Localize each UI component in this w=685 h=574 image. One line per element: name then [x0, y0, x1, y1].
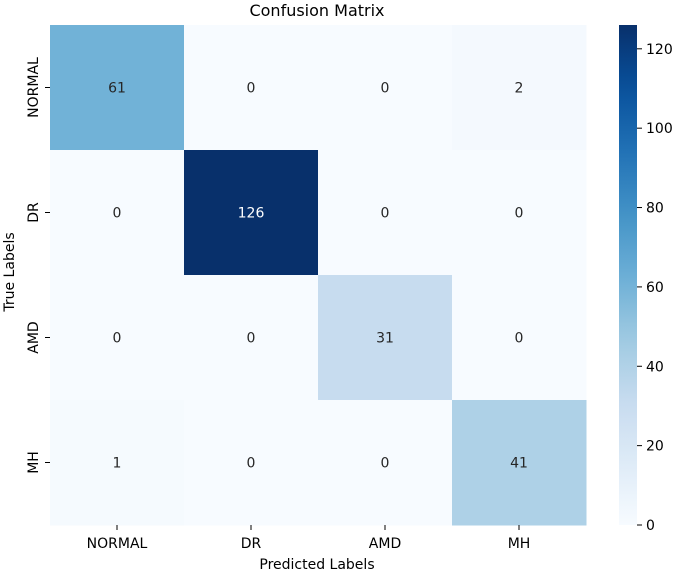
cell-value-label: 0 — [247, 81, 256, 97]
cell-value-label: 0 — [381, 81, 390, 97]
chart-title: Confusion Matrix — [249, 1, 384, 20]
y-tick-label: AMD — [26, 321, 42, 353]
colorbar-tick-label: 0 — [646, 518, 655, 534]
heatmap-cell — [318, 275, 453, 401]
colorbar-tick-label: 80 — [646, 201, 664, 217]
cell-value-label: 31 — [376, 331, 394, 347]
cell-value-label: 0 — [381, 206, 390, 222]
heatmap-cell — [184, 275, 319, 401]
x-tick-label: NORMAL — [87, 536, 148, 552]
x-tick-label: DR — [241, 536, 262, 552]
cell-value-label: 2 — [515, 81, 524, 97]
colorbar-tick-label: 120 — [646, 42, 673, 58]
colorbar-tick-label: 20 — [646, 439, 664, 455]
cell-value-label: 126 — [238, 206, 265, 222]
heatmap-cell — [318, 150, 453, 276]
y-tick-label: DR — [26, 202, 42, 223]
cell-value-label: 0 — [515, 331, 524, 347]
heatmap-cell — [318, 25, 453, 151]
y-axis-ticks: NORMAL DR AMD MH — [26, 57, 50, 474]
heatmap-cell — [452, 25, 587, 151]
colorbar-ticks: 0 20 40 60 80 100 120 — [637, 42, 673, 534]
heatmap-cell — [318, 400, 453, 526]
cell-value-label: 0 — [113, 331, 122, 347]
colorbar-tick-label: 100 — [646, 121, 673, 137]
heatmap-cell — [452, 400, 587, 526]
heatmap-cell — [184, 150, 319, 276]
heatmap-cell — [50, 275, 185, 401]
x-axis-ticks: NORMAL DR AMD MH — [87, 525, 531, 552]
cell-value-label: 0 — [247, 331, 256, 347]
heatmap-cell — [50, 25, 185, 151]
heatmap-cell — [50, 400, 185, 526]
cell-value-label: 0 — [381, 456, 390, 472]
colorbar-tick-label: 60 — [646, 280, 664, 296]
x-axis-label: Predicted Labels — [259, 557, 374, 570]
x-tick-label: MH — [508, 536, 531, 552]
cell-value-label: 61 — [108, 81, 126, 97]
cell-value-label: 0 — [113, 206, 122, 222]
cell-value-label: 0 — [247, 456, 256, 472]
heatmap-cell — [50, 150, 185, 276]
heatmap-cells: 61 0 0 2 0 126 0 0 0 0 31 0 1 0 0 41 — [50, 25, 587, 526]
heatmap-cell — [184, 400, 319, 526]
colorbar — [619, 25, 637, 525]
cell-value-label: 41 — [510, 456, 528, 472]
y-tick-label: NORMAL — [26, 57, 42, 118]
cell-value-label: 0 — [515, 206, 524, 222]
y-tick-label: MH — [26, 451, 42, 474]
heatmap-cell — [184, 25, 319, 151]
cell-value-label: 1 — [113, 456, 122, 472]
colorbar-tick-label: 40 — [646, 359, 664, 375]
x-tick-label: AMD — [369, 536, 401, 552]
y-axis-label: True Labels — [2, 232, 18, 312]
heatmap-cell — [452, 150, 587, 276]
heatmap-cell — [452, 275, 587, 401]
